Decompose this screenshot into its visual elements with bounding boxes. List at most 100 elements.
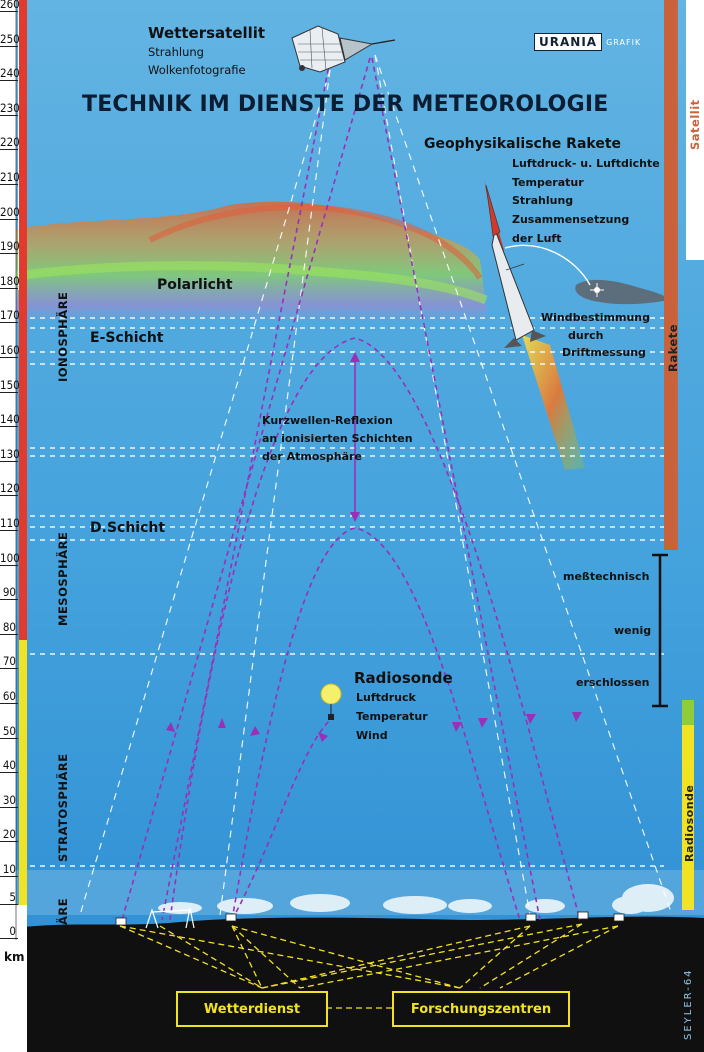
satellite-line-1: Strahlung [148, 45, 204, 59]
measured-line-1: meßtechnisch [563, 570, 650, 583]
radiosonde-bar-label: Radiosonde [683, 784, 696, 862]
radiosonde-balloon-icon [320, 683, 342, 720]
artist-signature: SEYLER-64 [683, 968, 694, 1040]
altitude-tick: 190 [0, 239, 20, 254]
satellite-bar-label: Satellit [688, 99, 702, 150]
altitude-tick: 70 [2, 654, 16, 669]
scale-unit: km [4, 950, 25, 964]
altitude-tick-mark [0, 737, 18, 739]
publisher-logo: URANIA GRAFIK [534, 33, 641, 51]
rocket-line-4: Zusammensetzung [512, 213, 630, 226]
rocket-exhaust [522, 335, 585, 470]
altitude-tick-mark [0, 45, 18, 47]
measured-line-2: wenig [614, 624, 652, 637]
altitude-tick-mark [0, 530, 18, 531]
altitude-tick-mark [0, 841, 18, 843]
altitude-tick-mark [0, 426, 18, 428]
altitude-tick-mark [0, 114, 18, 116]
altitude-tick-mark [0, 11, 18, 12]
altitude-tick: 140 [0, 412, 20, 427]
altitude-tick-mark [0, 322, 18, 324]
rocket-line-1: Luftdruck- u. Luftdichte [512, 157, 660, 170]
altitude-tick-mark [0, 806, 18, 808]
weather-service-label: Wetterdienst [203, 1001, 301, 1017]
altitude-tick: 30 [2, 792, 16, 807]
radiosonde-line-2: Temperatur [356, 710, 428, 723]
radio-mast [145, 907, 195, 929]
research-centers-label: Forschungszentren [410, 1001, 552, 1017]
layer-stratosphere: STRATOSPHÄRE [56, 753, 70, 862]
altitude-tick: 240 [0, 66, 20, 81]
measured-bracket [652, 553, 668, 708]
satellite-beams [79, 54, 673, 916]
altitude-tick: 200 [0, 204, 20, 219]
altitude-tick: 40 [2, 758, 16, 773]
altitude-tick-mark [0, 184, 18, 185]
drift-cloud-icon [504, 244, 668, 305]
ground-stations [115, 911, 625, 926]
altitude-tick: 20 [2, 827, 16, 842]
satellite-icon [291, 25, 396, 73]
altitude-tick: 180 [0, 273, 20, 288]
rocket-line-5: der Luft [512, 232, 562, 245]
aurora-label: Polarlicht [157, 277, 233, 293]
rocket-bar [664, 0, 676, 550]
rocket-line-2: Temperatur [512, 176, 584, 189]
radiosonde-name: Radiosonde [354, 669, 453, 687]
altitude-tick: 230 [0, 100, 20, 115]
clouds [158, 884, 674, 914]
altitude-tick-mark [0, 218, 18, 220]
altitude-tick: 170 [0, 308, 20, 323]
altitude-tick: 160 [0, 343, 20, 357]
wind-line-1: Windbestimmung [541, 311, 650, 324]
satellite-bar [686, 0, 704, 260]
rocket-line-3: Strahlung [512, 194, 574, 207]
publisher-sub: GRAFIK [606, 37, 642, 47]
d-layer-label: D.Schicht [90, 520, 166, 536]
altitude-tick-mark [0, 876, 18, 877]
research-centers-box: Forschungszentren [392, 991, 570, 1027]
rocket-name: Geophysikalische Rakete [424, 136, 622, 152]
wind-line-2: durch [568, 329, 604, 342]
satellite-line-2: Wolkenfotografie [148, 63, 246, 77]
radiosonde-line-3: Wind [356, 729, 388, 742]
measured-line-3: erschlossen [576, 676, 650, 689]
shortwave-line-1: Kurzwellen-Reflexion [262, 414, 393, 427]
altitude-tick-mark [0, 80, 18, 82]
radiosonde-bar [682, 700, 694, 910]
altitude-tick: 10 [2, 862, 16, 876]
layer-troposphere: TROPOSPHÄRE [56, 897, 70, 1000]
altitude-tick: 100 [0, 550, 20, 565]
altitude-tick-mark [0, 633, 18, 635]
rocket-bar-label: Rakete [666, 323, 680, 372]
altitude-tick: 60 [2, 689, 16, 703]
altitude-tick-mark [0, 357, 18, 358]
altitude-tick: 50 [2, 723, 16, 738]
radiosonde-line-1: Luftdruck [356, 691, 416, 704]
data-links [119, 923, 619, 1009]
altitude-tick-mark [0, 904, 18, 905]
altitude-tick: 130 [0, 446, 20, 461]
satellite-name: Wettersatellit [148, 24, 266, 42]
altitude-tick: 210 [0, 170, 20, 184]
layer-boundaries [0, 317, 664, 867]
layer-ionosphere: IONOSPHÄRE [56, 291, 70, 382]
signal-arrows [166, 352, 582, 742]
altitude-tick-mark [0, 287, 18, 289]
altitude-tick: 0 [9, 924, 16, 938]
altitude-tick: 110 [0, 516, 20, 530]
aurora-band [0, 201, 488, 323]
wind-line-3: Driftmessung [562, 346, 646, 359]
altitude-tick: 220 [0, 135, 20, 150]
rocket-icon [484, 180, 546, 348]
altitude-tick: 5 [9, 890, 16, 904]
signal-paths [121, 57, 581, 921]
altitude-tick-mark [0, 938, 18, 939]
altitude-tick: 260 [0, 0, 20, 11]
altitude-tick-mark [0, 391, 18, 393]
altitude-tick-mark [0, 564, 18, 566]
altitude-tick: 150 [0, 377, 20, 392]
altitude-tick-mark [0, 772, 18, 774]
